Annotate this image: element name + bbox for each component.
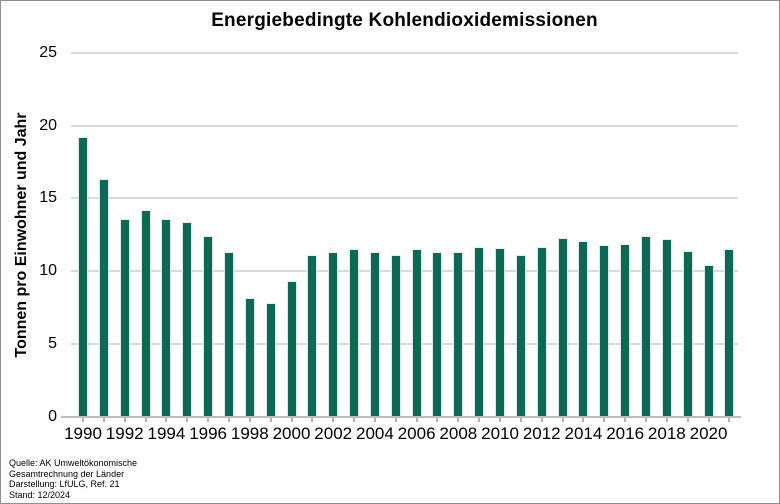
x-axis-baseline (61, 416, 741, 418)
x-tick-2012 (540, 418, 543, 422)
x-tick-label-1994: 1994 (147, 424, 186, 443)
x-tick-2021 (728, 418, 731, 422)
x-tick-1992 (123, 418, 126, 422)
bar-1995 (182, 221, 193, 417)
bar-1996 (203, 236, 214, 417)
x-tick-2001 (311, 418, 314, 422)
x-tick-label-2012: 2012 (522, 424, 561, 443)
x-tick-2017 (644, 418, 647, 422)
x-tick-label-1996: 1996 (189, 424, 228, 443)
y-tick-label-25: 25 (39, 43, 57, 61)
x-tick-2006 (415, 418, 418, 422)
bar-2018 (661, 239, 672, 417)
x-tick-2000 (290, 418, 293, 422)
source-line-3: Darstellung: LfULG, Ref. 21 (9, 479, 120, 489)
x-tick-2015 (603, 418, 606, 422)
x-tick-1998 (248, 418, 251, 422)
bar-1999 (265, 303, 276, 417)
source-line-2: Gesamtrechnung der Länder (9, 468, 125, 479)
bar-2017 (640, 236, 651, 417)
y-tick-label-10: 10 (39, 262, 57, 280)
x-tick-2008 (457, 418, 460, 422)
x-tick-1996 (207, 418, 210, 422)
x-tick-label-2008: 2008 (439, 424, 478, 443)
bar-1990 (78, 137, 88, 417)
bar-2008 (453, 252, 464, 417)
x-tick-label-1992: 1992 (105, 424, 144, 443)
x-tick-1999 (269, 418, 272, 422)
x-tick-label-2020: 2020 (689, 424, 728, 443)
y-tick-label-5: 5 (48, 335, 57, 353)
bar-2020 (703, 265, 714, 417)
bar-2011 (515, 255, 526, 417)
bar-1993 (140, 210, 151, 417)
x-tick-label-2018: 2018 (647, 424, 686, 443)
chart-title: Energiebedingte Kohlendioxidemissionen (211, 10, 598, 31)
y-tick-label-20: 20 (39, 116, 57, 134)
bar-2007 (432, 252, 443, 417)
bar-2010 (495, 247, 506, 417)
gridline-5 (71, 343, 738, 346)
x-tick-2019 (686, 418, 689, 422)
bar-2006 (411, 249, 422, 417)
x-tick-2009 (478, 418, 481, 422)
x-tick-label-1998: 1998 (230, 424, 269, 443)
bar-2015 (599, 245, 610, 417)
y-tick-label-15: 15 (39, 189, 57, 207)
gridline-20 (71, 124, 738, 127)
x-tick-label-2016: 2016 (606, 424, 645, 443)
bar-2005 (390, 255, 401, 417)
x-tick-label-2006: 2006 (397, 424, 436, 443)
x-tick-1995 (186, 418, 189, 422)
bar-2016 (620, 243, 631, 417)
x-tick-label-2014: 2014 (564, 424, 603, 443)
x-tick-2004 (373, 418, 376, 422)
x-tick-2020 (707, 418, 710, 422)
bar-1992 (119, 218, 130, 417)
x-tick-label-2000: 2000 (272, 424, 311, 443)
bar-1997 (223, 252, 234, 417)
x-tick-1991 (102, 418, 105, 422)
x-tick-2018 (665, 418, 668, 422)
x-tick-label-2004: 2004 (356, 424, 394, 443)
bar-2001 (307, 255, 318, 417)
source-line-4: Stand: 12/2024 (9, 489, 71, 500)
gridline-25 (71, 51, 738, 54)
bar-2013 (557, 237, 568, 417)
bar-1991 (98, 179, 109, 417)
bar-2014 (578, 240, 589, 417)
bar-2009 (474, 246, 485, 417)
x-tick-label-2010: 2010 (481, 424, 519, 443)
source-line-1: Quelle: AK Umweltökonomische (9, 458, 138, 468)
bar-2019 (682, 250, 693, 417)
bar-2021 (724, 249, 735, 417)
source-note: Quelle: AK Umweltökonomische Gesamtrechn… (9, 458, 137, 500)
x-tick-1997 (227, 418, 230, 422)
bar-1998 (244, 297, 255, 417)
gridline-10 (71, 270, 738, 273)
bar-1994 (161, 218, 172, 417)
x-tick-label-2002: 2002 (314, 424, 353, 443)
x-tick-1993 (144, 418, 147, 422)
gridline-15 (71, 197, 738, 200)
x-tick-1994 (165, 418, 168, 422)
x-tick-2014 (582, 418, 585, 422)
x-tick-2005 (394, 418, 397, 422)
x-tick-2010 (499, 418, 502, 422)
bar-2004 (369, 252, 380, 417)
x-tick-2007 (436, 418, 439, 422)
bar-2002 (328, 252, 339, 417)
x-tick-2011 (519, 418, 522, 422)
bar-2003 (349, 249, 360, 417)
x-tick-2002 (332, 418, 335, 422)
x-tick-2013 (561, 418, 564, 422)
bar-2000 (286, 281, 297, 417)
y-tick-label-0: 0 (48, 408, 57, 425)
x-tick-2016 (624, 418, 627, 422)
x-tick-2003 (353, 418, 356, 422)
bar-2012 (536, 246, 547, 417)
x-tick-label-1990: 1990 (64, 424, 102, 443)
x-tick-1990 (82, 418, 84, 422)
